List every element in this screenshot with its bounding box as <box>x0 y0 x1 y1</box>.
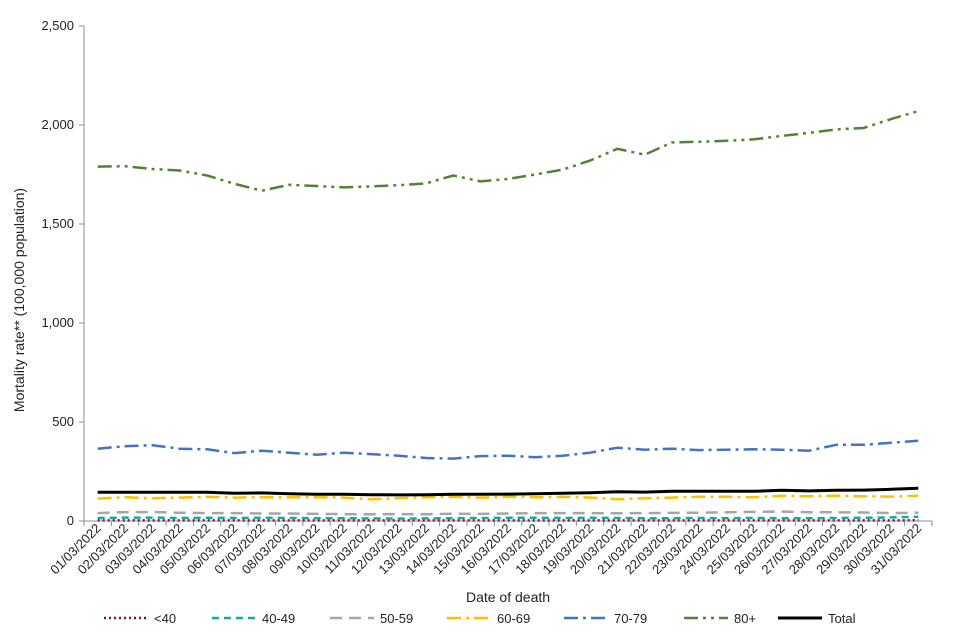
legend: <40 40-49 50-59 60-69 70-79 80+ Total <box>104 611 856 626</box>
y-tick-label: 1,000 <box>41 315 74 330</box>
legend-label: 80+ <box>734 611 756 626</box>
y-tick-label: 2,500 <box>41 18 74 33</box>
series-line-total <box>97 486 919 497</box>
y-tick-label: 500 <box>52 414 74 429</box>
legend-label: 40-49 <box>262 611 295 626</box>
series-line-50-59 <box>97 510 919 516</box>
series-line-60-69 <box>97 494 919 501</box>
y-axis-title: Mortality rate** (100,000 population) <box>11 188 27 412</box>
x-axis-title: Date of death <box>466 589 550 605</box>
y-tick-label: 2,000 <box>41 117 74 132</box>
y-axis: 0 500 1,000 1,500 2,000 2,500 <box>41 18 85 528</box>
legend-label: 50-59 <box>380 611 413 626</box>
y-tick-label: 1,500 <box>41 216 74 231</box>
series-lines <box>97 109 919 522</box>
series-line-70-79 <box>97 439 919 460</box>
legend-label: 70-79 <box>614 611 647 626</box>
legend-label: <40 <box>154 611 176 626</box>
x-axis: 01/03/202202/03/202203/03/202204/03/2022… <box>47 520 933 577</box>
series-line-40-49 <box>97 515 919 520</box>
series-line-80 <box>97 109 919 192</box>
y-tick-label: 0 <box>67 513 74 528</box>
legend-label: Total <box>828 611 856 626</box>
legend-label: 60-69 <box>497 611 530 626</box>
